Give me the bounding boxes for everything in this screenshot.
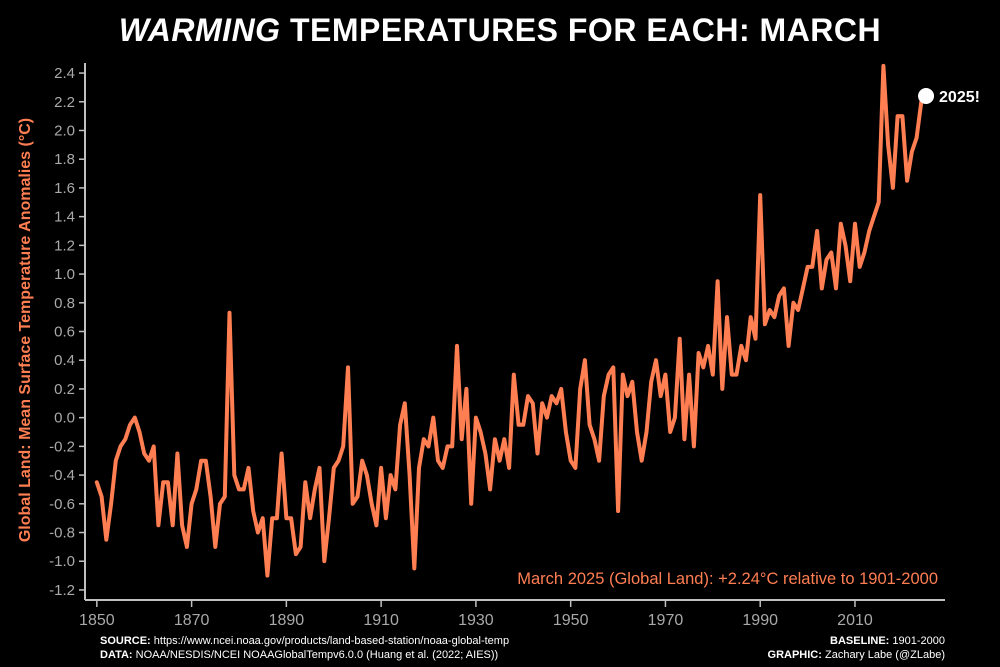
data-line: DATA: NOAA/NESDIS/NCEI NOAAGlobalTempv6.…: [100, 648, 509, 662]
endpoint-label: 2025!: [939, 89, 980, 106]
x-tick-label: 1990: [742, 612, 778, 629]
data-text: NOAA/NESDIS/NCEI NOAAGlobalTempv6.0.0 (H…: [135, 649, 499, 661]
graphic-text: Zachary Labe (@ZLabe): [824, 649, 945, 661]
chart-title: WARMING TEMPERATURES FOR EACH: MARCH: [0, 12, 1000, 49]
x-tick-label: 1850: [79, 612, 115, 629]
source-line: SOURCE: https://www.ncei.noaa.gov/produc…: [100, 634, 509, 648]
chart-title-rest: TEMPERATURES FOR EACH: MARCH: [289, 12, 882, 48]
y-tick-label: 0.4: [54, 352, 75, 369]
y-tick-label: 0.2: [54, 381, 75, 398]
source-label: SOURCE:: [100, 635, 151, 647]
y-tick-label: -1.0: [49, 553, 75, 570]
x-tick-label: 2010: [837, 612, 873, 629]
y-tick-label: 1.4: [54, 209, 75, 226]
footer-right: BASELINE: 1901-2000 GRAPHIC: Zachary Lab…: [768, 634, 945, 662]
y-tick-label: 1.2: [54, 237, 75, 254]
y-tick-label: -0.8: [49, 525, 75, 542]
y-tick-label: 0.0: [54, 410, 75, 427]
annotation-march-2025: March 2025 (Global Land): +2.24°C relati…: [517, 570, 938, 588]
x-tick-label: 1870: [174, 612, 210, 629]
baseline-label: BASELINE:: [830, 635, 890, 647]
x-tick-label: 1950: [553, 612, 589, 629]
source-text: https://www.ncei.noaa.gov/products/land-…: [153, 635, 510, 647]
y-tick-label: 1.8: [54, 151, 75, 168]
baseline-text: 1901-2000: [892, 635, 945, 647]
y-tick-label: -0.6: [49, 496, 75, 513]
y-tick-label: 2.4: [54, 65, 75, 82]
y-tick-label: -0.4: [49, 467, 75, 484]
graphic-label: GRAPHIC:: [767, 649, 822, 661]
y-tick-label: 1.6: [54, 180, 75, 197]
footer: SOURCE: https://www.ncei.noaa.gov/produc…: [100, 634, 945, 662]
footer-left: SOURCE: https://www.ncei.noaa.gov/produc…: [100, 634, 509, 662]
endpoint-dot: [918, 88, 935, 105]
y-tick-label: -0.2: [49, 438, 75, 455]
y-tick-label: 0.6: [54, 324, 75, 341]
y-tick-label: 2.0: [54, 122, 75, 139]
x-tick-label: 1890: [269, 612, 305, 629]
x-tick-label: 1910: [363, 612, 399, 629]
y-tick-label: -1.2: [49, 582, 75, 599]
y-tick-label: 0.8: [54, 295, 75, 312]
graphic-line: GRAPHIC: Zachary Labe (@ZLabe): [768, 648, 945, 662]
anomaly-line: [94, 63, 928, 578]
baseline-line: BASELINE: 1901-2000: [768, 634, 945, 648]
chart-title-emphasis: WARMING: [118, 12, 281, 48]
y-tick-label: 1.0: [54, 266, 75, 283]
x-tick-label: 1930: [458, 612, 494, 629]
x-tick-label: 1970: [648, 612, 684, 629]
data-label: DATA:: [100, 649, 133, 661]
y-tick-label: 2.2: [54, 94, 75, 111]
